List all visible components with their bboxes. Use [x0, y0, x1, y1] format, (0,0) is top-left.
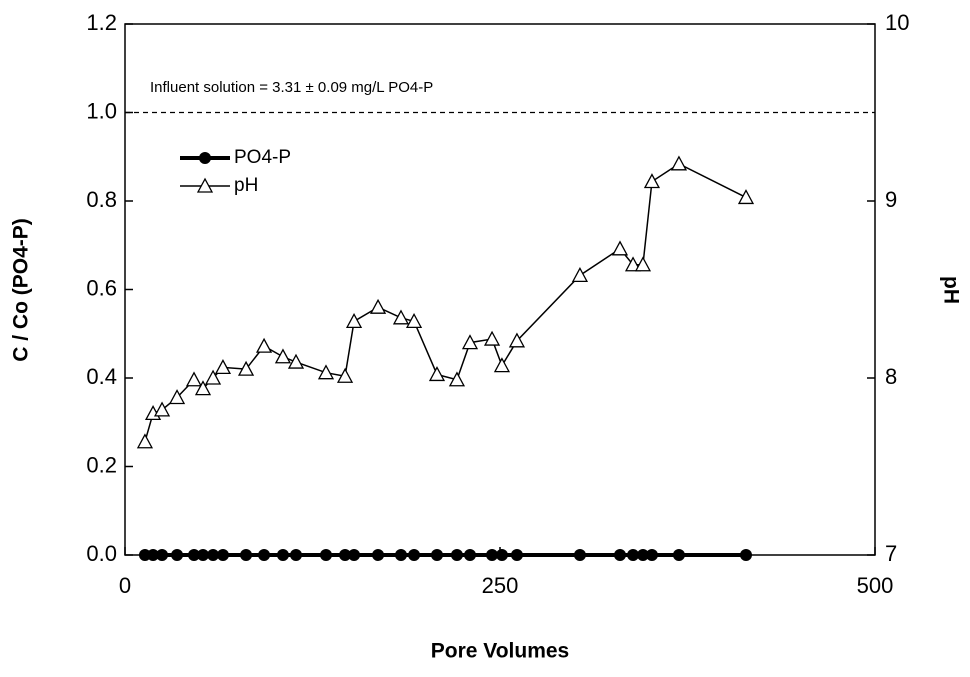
data-point: [348, 549, 361, 561]
annotation: Influent solution = 3.31 ± 0.09 mg/L PO4…: [150, 79, 433, 96]
data-point: [611, 240, 629, 256]
legend-label: PO4-P: [234, 147, 291, 168]
y2-axis-title: pH: [939, 276, 962, 304]
y2-tick-label: 9: [885, 187, 897, 212]
data-point: [508, 332, 526, 348]
data-point: [483, 330, 501, 346]
data-point: [274, 348, 292, 364]
data-point: [147, 549, 160, 561]
data-point: [153, 401, 171, 417]
data-point: [493, 357, 511, 373]
data-point: [392, 309, 410, 325]
plot-frame: [124, 23, 876, 556]
data-point: [345, 312, 363, 329]
data-point: [571, 266, 589, 282]
data-point: [207, 549, 220, 561]
data-point: [276, 549, 289, 561]
data-point: [237, 360, 255, 376]
data-point: [317, 364, 335, 380]
data-point: [645, 549, 658, 561]
data-point: [450, 549, 463, 561]
y-tick-label: 0.8: [86, 187, 117, 212]
data-point: [740, 549, 752, 561]
data-point: [634, 256, 652, 272]
data-point: [336, 367, 354, 383]
x-tick-label: 0: [119, 573, 131, 598]
data-point: [431, 549, 443, 561]
data-point: [461, 334, 479, 350]
data-point: [214, 359, 232, 375]
data-point: [464, 549, 476, 561]
data-point: [168, 389, 186, 405]
data-point: [486, 549, 499, 561]
data-point: [510, 549, 523, 561]
legend-label: pH: [234, 175, 258, 196]
data-point: [197, 549, 209, 561]
x-tick-label: 500: [857, 573, 894, 598]
legend-marker: [196, 177, 214, 193]
data-point: [369, 298, 387, 314]
y2-tick-label: 10: [885, 10, 909, 35]
data-point: [287, 353, 305, 369]
y-tick-label: 1.2: [86, 10, 117, 35]
x-axis-title: Pore Volumes: [431, 640, 570, 663]
data-point: [339, 549, 352, 561]
data-point: [185, 371, 203, 387]
y-tick-label: 1.0: [86, 98, 117, 123]
data-point: [372, 549, 385, 561]
data-point: [171, 549, 184, 561]
y2-tick-label: 8: [885, 364, 897, 389]
series-line: [144, 162, 747, 442]
data-point: [395, 549, 407, 561]
data-point: [258, 549, 271, 561]
data-point: [614, 549, 626, 561]
y-axis-title: C / Co (PO4-P): [10, 218, 33, 362]
y-tick-label: 0.4: [86, 364, 117, 389]
data-point: [670, 155, 688, 171]
data-point: [405, 312, 423, 329]
data-point: [204, 369, 222, 385]
data-point: [156, 549, 169, 561]
data-point: [194, 380, 212, 396]
data-point: [627, 549, 640, 561]
data-point: [216, 549, 229, 561]
data-point: [495, 549, 508, 561]
y2-tick-label: 7: [885, 541, 897, 566]
data-point: [643, 173, 661, 189]
data-point: [290, 549, 302, 561]
y-tick-label: 0.6: [86, 275, 117, 300]
data-point: [136, 433, 154, 449]
data-point: [448, 371, 466, 387]
data-point: [737, 189, 755, 205]
data-point: [255, 337, 273, 353]
legend-marker: [199, 152, 211, 164]
data-point: [672, 549, 685, 561]
data-point: [636, 549, 649, 561]
data-point: [188, 549, 200, 561]
data-point: [573, 549, 586, 561]
data-point: [408, 549, 421, 561]
y-tick-label: 0.2: [86, 452, 117, 477]
data-point: [320, 549, 332, 561]
y-tick-label: 0.0: [86, 541, 117, 566]
data-point: [624, 256, 642, 272]
data-point: [428, 366, 446, 382]
data-point: [240, 549, 253, 561]
x-tick-label: 250: [482, 573, 519, 598]
